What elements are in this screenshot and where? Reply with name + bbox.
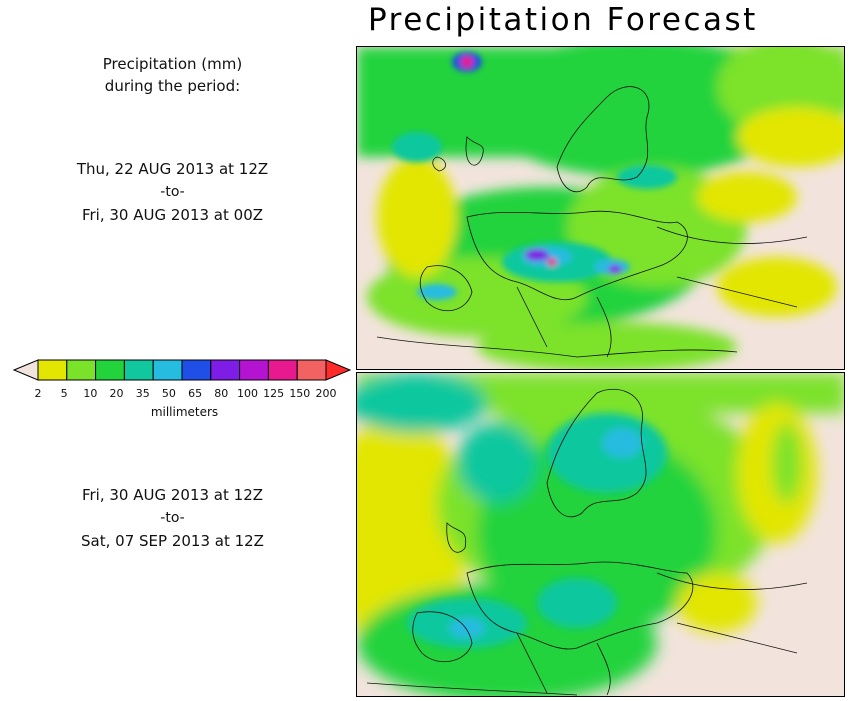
legend-box [210, 359, 241, 381]
legend-box [95, 359, 125, 381]
map-period-1 [356, 46, 845, 370]
period-2-start: Fri, 30 AUG 2013 at 12Z [81, 486, 264, 504]
map-period-1-canvas [357, 47, 844, 369]
legend-box [296, 359, 327, 381]
legend-tick-label: 35 [135, 387, 150, 400]
legend-arrow-low [12, 359, 39, 381]
period-1-start: Thu, 22 AUG 2013 at 12Z [76, 160, 269, 178]
period-1-text: Thu, 22 AUG 2013 at 12Z -to- Fri, 30 AUG… [0, 160, 345, 224]
period-2-separator: -to- [160, 510, 185, 526]
period-2-end: Sat, 07 SEP 2013 at 12Z [81, 532, 264, 550]
header-line-1: Precipitation (mm) [102, 55, 243, 73]
legend-tick-label: 5 [60, 387, 68, 400]
header-line-2: during the period: [104, 77, 241, 95]
legend-box [239, 359, 269, 381]
legend-tick-label: 80 [214, 387, 229, 400]
color-legend: 2 5 10 20 35 50 65 80 100 125 150 200 millimeters [12, 358, 357, 428]
period-2-text: Fri, 30 AUG 2013 at 12Z -to- Sat, 07 SEP… [0, 486, 345, 550]
legend-box [152, 359, 183, 381]
legend-tick-label: 200 [315, 387, 337, 400]
legend-box [66, 359, 97, 381]
legend-box [123, 359, 154, 381]
period-1-separator: -to- [160, 184, 185, 200]
legend-tick-label: 2 [34, 387, 42, 400]
legend-box [37, 359, 68, 381]
period-1-end: Fri, 30 AUG 2013 at 00Z [81, 206, 264, 224]
legend-tick-label: 100 [236, 387, 258, 400]
legend-arrow-high [325, 359, 352, 381]
legend-tick-label: 20 [109, 387, 124, 400]
legend-tick-label: 10 [83, 387, 98, 400]
header-text: Precipitation (mm) during the period: [0, 55, 345, 95]
legend-box [181, 359, 212, 381]
map-period-2 [356, 372, 845, 697]
legend-box [267, 359, 298, 381]
legend-tick-label: 50 [161, 387, 176, 400]
chart-title: Precipitation Forecast [368, 2, 758, 38]
legend-tick-label: 125 [263, 387, 285, 400]
legend-unit: millimeters [150, 405, 219, 419]
map-period-2-canvas [357, 373, 844, 696]
legend-tick-label: 150 [289, 387, 311, 400]
legend-tick-label: 65 [188, 387, 203, 400]
legend-colorbar [12, 359, 352, 381]
